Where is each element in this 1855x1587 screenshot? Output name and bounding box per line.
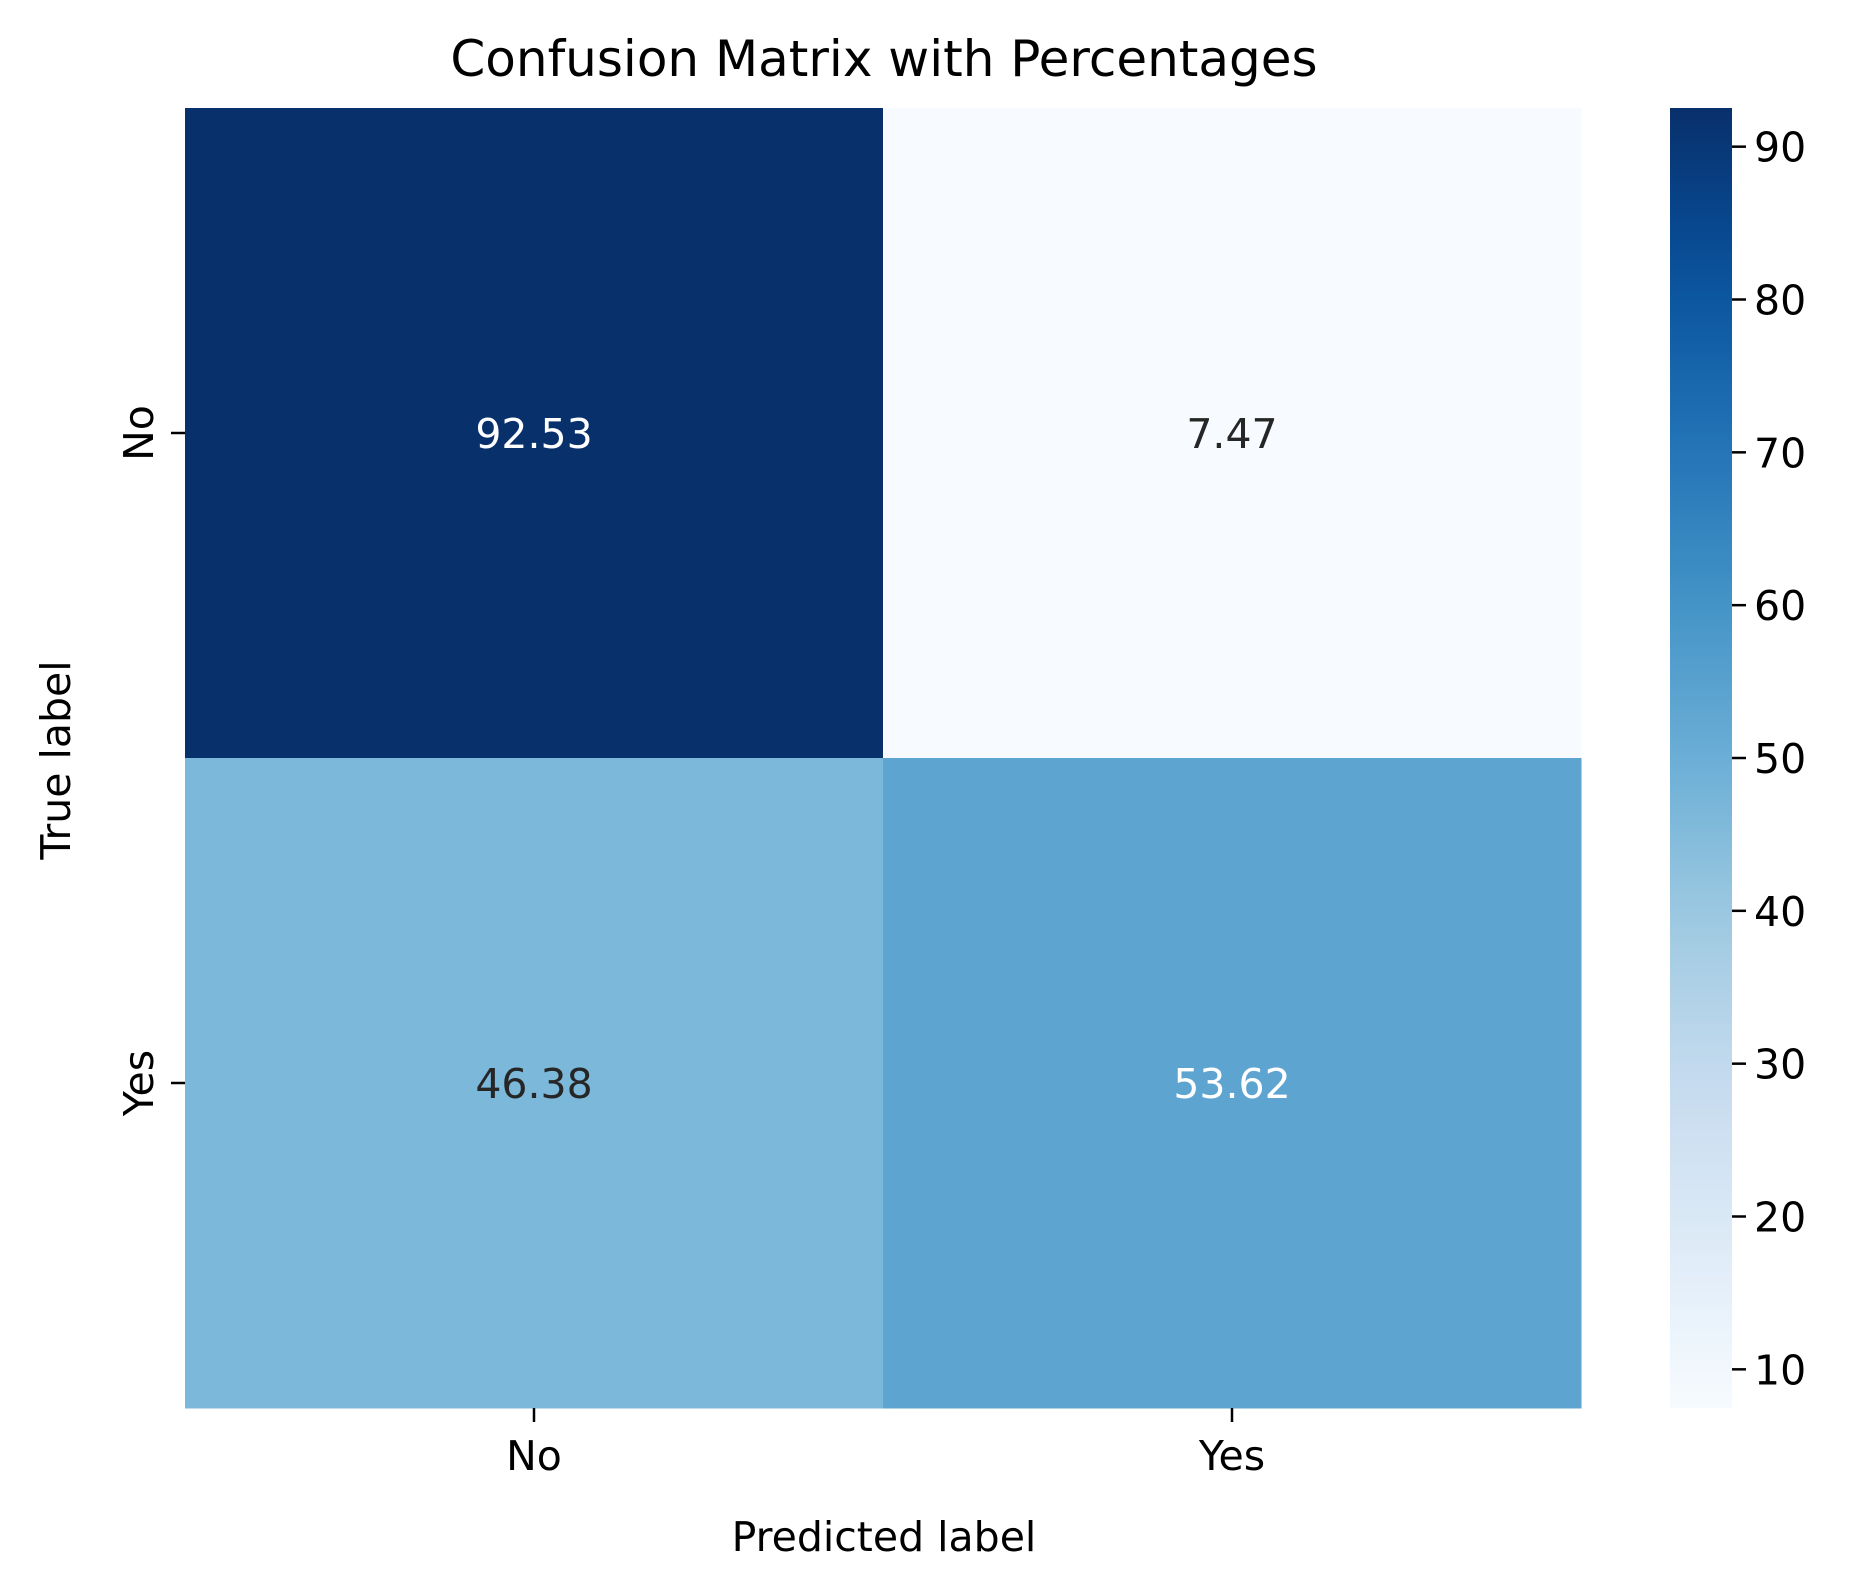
y-axis-label: True label [32,660,80,860]
heatmap-cell-1-0 [185,758,884,1409]
y-tick-label-0: No [115,405,163,461]
y-tick-label-1: Yes [115,1050,163,1117]
cell-annotation-1-1: 53.62 [1173,1060,1290,1108]
y-axis: No Yes [115,405,185,1117]
x-tick-label-1: Yes [1198,1432,1265,1480]
colorbar-tick-label-3: 40 [1754,888,1806,936]
cell-annotation-1-0: 46.38 [475,1060,592,1108]
x-tick-label-0: No [506,1432,562,1480]
colorbar-tick-label-7: 80 [1754,277,1806,325]
colorbar-tick-label-4: 50 [1754,735,1806,783]
colorbar-fill [1670,108,1732,1408]
heatmap-cell-0-0 [185,108,884,759]
x-axis-label: Predicted label [732,1513,1037,1561]
colorbar: 10 20 30 40 50 60 70 80 90 [1670,108,1806,1408]
colorbar-tick-label-8: 90 [1754,124,1806,172]
colorbar-tick-label-5: 60 [1754,582,1806,630]
heatmap-cell-0-1 [883,108,1582,759]
colorbar-tick-label-6: 70 [1754,429,1806,477]
cell-annotation-0-0: 92.53 [475,410,592,458]
heatmap-cell-1-1 [883,758,1582,1409]
colorbar-tick-label-0: 10 [1754,1346,1806,1394]
colorbar-tick-label-2: 30 [1754,1041,1806,1089]
cell-annotation-0-1: 7.47 [1186,410,1277,458]
colorbar-tick-label-1: 20 [1754,1193,1806,1241]
chart-title: Confusion Matrix with Percentages [450,30,1317,88]
heatmap-plot: 92.53 7.47 46.38 53.62 [185,108,1582,1409]
x-axis: No Yes [506,1408,1265,1480]
